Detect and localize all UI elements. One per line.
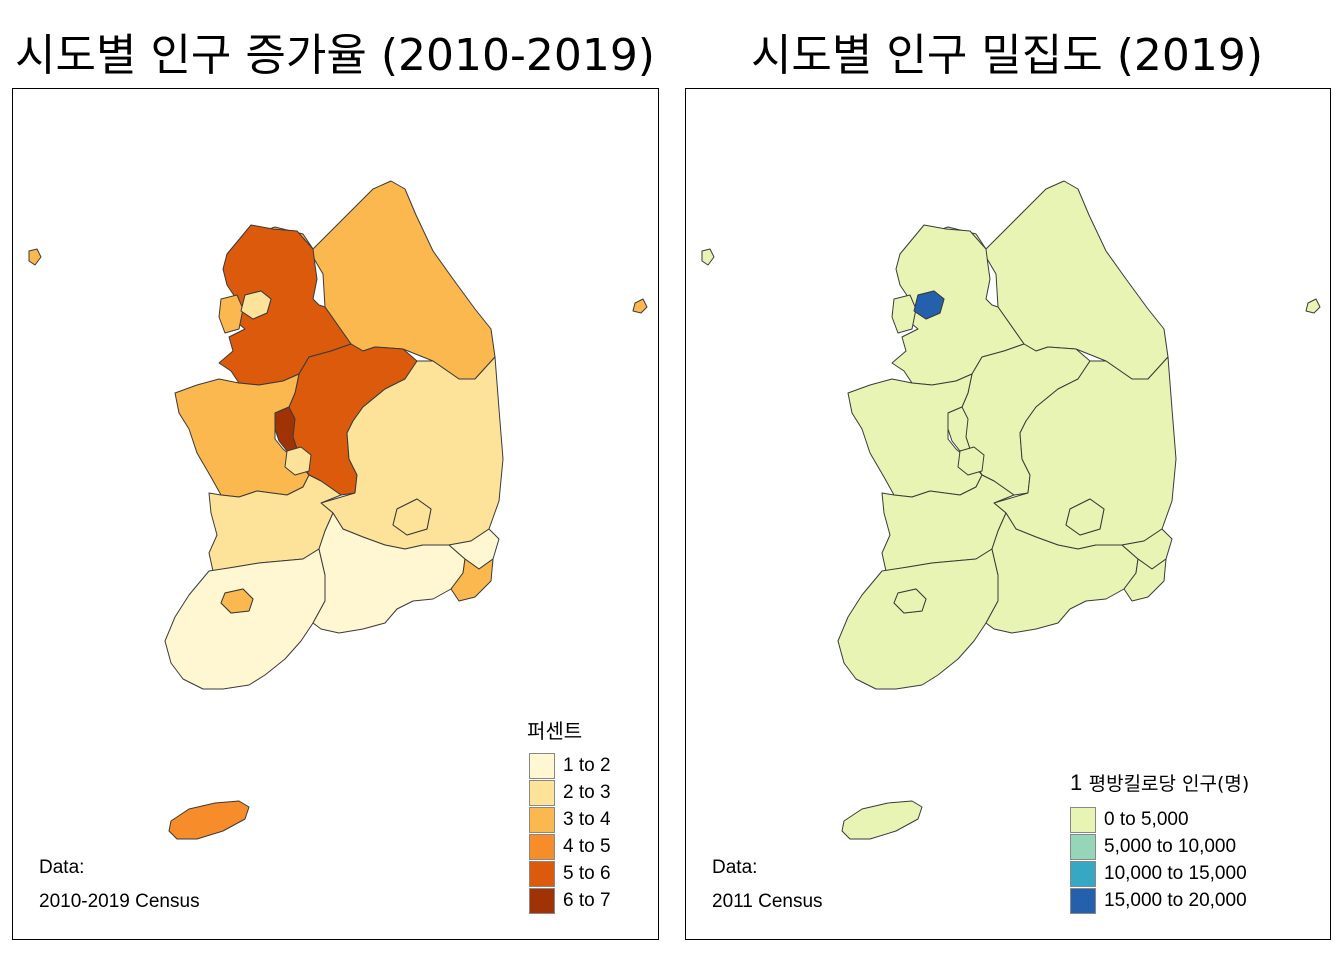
region-busan[interactable] (1123, 558, 1167, 602)
legend-swatch (529, 780, 555, 806)
region-gwangju[interactable] (220, 588, 254, 614)
legend-row: 5 to 6 (529, 861, 611, 887)
legend-label: 3 to 4 (563, 809, 611, 830)
region-seoul[interactable] (240, 290, 272, 320)
region-jeonnam[interactable] (164, 548, 326, 690)
legend-row: 15,000 to 20,000 (1070, 888, 1247, 914)
legend-row: 2 to 3 (529, 780, 611, 806)
map-panel-growth: 퍼센트 1 to 2 2 to 3 3 to 4 4 to 5 5 to 6 6… (12, 88, 659, 940)
legend-label: 15,000 to 20,000 (1104, 890, 1247, 911)
legend-title-text: 평방킬로당 인구(명) (1088, 773, 1250, 795)
region-jeju[interactable] (168, 800, 250, 840)
legend-row: 6 to 7 (529, 888, 611, 914)
source-label: Data: (39, 857, 85, 878)
legend-label: 2 to 3 (563, 782, 611, 803)
legend-row: 1 to 2 (529, 753, 611, 779)
legend-title-number: 1 (1070, 770, 1083, 795)
map-title-growth: 시도별 인구 증가율 (2010-2019) (15, 30, 655, 81)
choropleth-map-growth (28, 180, 648, 840)
legend-row: 10,000 to 15,000 (1070, 861, 1247, 887)
source-text: 2010-2019 Census (39, 891, 200, 912)
source-text: 2011 Census (712, 891, 823, 912)
legend-title: 1 평방킬로당 인구(명) (1070, 769, 1249, 796)
legend-label: 5,000 to 10,000 (1104, 836, 1237, 857)
legend-row: 0 to 5,000 (1070, 807, 1189, 833)
map-panel-density: 1 평방킬로당 인구(명) 0 to 5,000 5,000 to 10,000… (685, 88, 1331, 940)
legend-swatch (1070, 807, 1096, 833)
legend-swatch (529, 834, 555, 860)
region-daegu[interactable] (392, 498, 432, 536)
legend-swatch (1070, 861, 1096, 887)
region-ulleung[interactable] (1305, 298, 1321, 314)
region-daegu[interactable] (1065, 498, 1105, 536)
choropleth-map-density (701, 180, 1321, 840)
legend-label: 10,000 to 15,000 (1104, 863, 1247, 884)
legend-label: 4 to 5 (563, 836, 611, 857)
legend-label: 5 to 6 (563, 863, 611, 884)
legend-label: 6 to 7 (563, 890, 611, 911)
region-busan[interactable] (450, 558, 494, 602)
legend-row: 4 to 5 (529, 834, 611, 860)
legend-label: 0 to 5,000 (1104, 809, 1189, 830)
region-gwangju[interactable] (893, 588, 927, 614)
legend-swatch (1070, 888, 1096, 914)
legend-swatch (529, 888, 555, 914)
legend-title: 퍼센트 (527, 719, 583, 743)
region-island-northwest[interactable] (28, 248, 42, 266)
region-daejeon[interactable] (957, 446, 985, 476)
legend-row: 5,000 to 10,000 (1070, 834, 1236, 860)
legend-row: 3 to 4 (529, 807, 611, 833)
region-island-northwest[interactable] (701, 248, 715, 266)
source-label: Data: (712, 857, 758, 878)
legend-swatch (529, 861, 555, 887)
region-ulleung[interactable] (632, 298, 648, 314)
region-jeju[interactable] (841, 800, 923, 840)
legend-swatch (1070, 834, 1096, 860)
legend-swatch (529, 807, 555, 833)
region-incheon[interactable] (218, 294, 244, 334)
map-title-density: 시도별 인구 밀집도 (2019) (750, 30, 1264, 81)
legend-swatch (529, 753, 555, 779)
region-daejeon[interactable] (284, 446, 312, 476)
legend-label: 1 to 2 (563, 755, 611, 776)
region-jeonnam[interactable] (837, 548, 999, 690)
region-seoul[interactable] (913, 290, 945, 320)
region-incheon[interactable] (891, 294, 917, 334)
